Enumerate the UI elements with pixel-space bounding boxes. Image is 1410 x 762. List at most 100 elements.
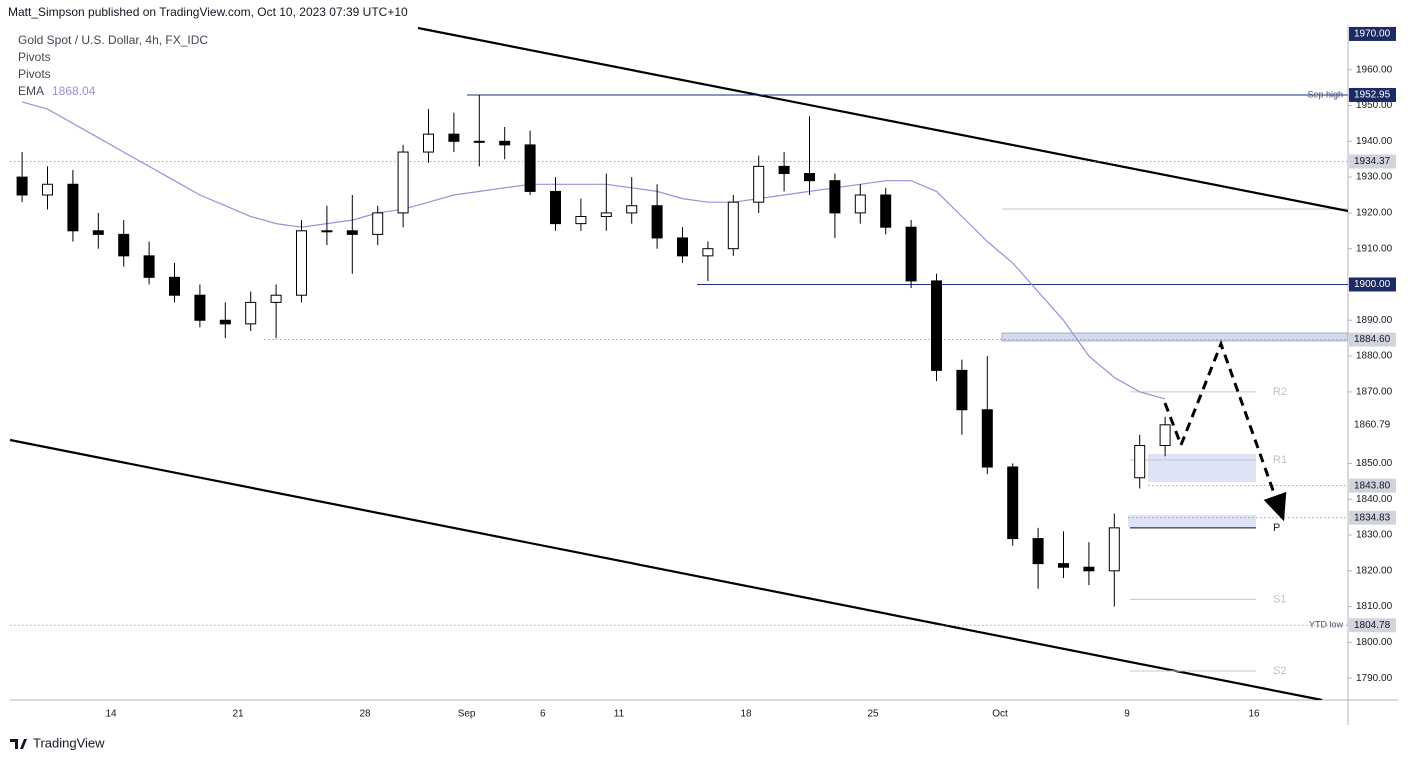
- candle-body: [321, 230, 333, 233]
- candle-body: [981, 409, 993, 468]
- candle-body: [499, 140, 511, 146]
- pivot-label: S1: [1273, 593, 1286, 605]
- candle-body: [143, 255, 155, 278]
- candle-body: [931, 280, 942, 371]
- candle-body: [1007, 466, 1019, 540]
- trendline: [417, 26, 1348, 213]
- price-label-box: [1349, 87, 1396, 102]
- y-tick-label: 1850.00: [1356, 458, 1393, 469]
- y-tick-label: 1930.00: [1356, 172, 1393, 183]
- x-tick-label: 16: [1248, 709, 1260, 720]
- candle-body: [1032, 538, 1044, 565]
- y-tick-label: 1830.00: [1356, 530, 1393, 541]
- candle-body: [423, 133, 434, 153]
- x-tick-label: 18: [740, 709, 752, 720]
- y-tick-label: 1960.00: [1356, 64, 1393, 75]
- legend-item: Pivots: [18, 67, 51, 81]
- header: Matt_Simpson published on TradingView.co…: [8, 5, 408, 19]
- plot-area: [9, 26, 1348, 700]
- candle-body: [804, 173, 815, 182]
- price-label-box: [1349, 618, 1396, 633]
- y-tick-label: 1800.00: [1356, 637, 1393, 648]
- y-tick-label: 1940.00: [1356, 136, 1393, 147]
- price-label: 1884.60: [1354, 334, 1391, 345]
- candle-body: [270, 294, 282, 303]
- pivot-zone: [1128, 515, 1256, 527]
- price-label-box: [1349, 510, 1396, 525]
- candle-body: [727, 201, 739, 250]
- trendline: [9, 438, 1323, 700]
- pivot-label: R2: [1273, 386, 1287, 398]
- candle-body: [92, 230, 104, 235]
- y-tick-label: 1820.00: [1356, 565, 1393, 576]
- x-tick-label: 6: [540, 709, 546, 720]
- y-tick-label: 1790.00: [1356, 673, 1393, 684]
- candle-body: [245, 301, 257, 325]
- candle-body: [1159, 424, 1171, 447]
- candle-body: [169, 276, 180, 296]
- footer: TradingView: [33, 735, 105, 750]
- price-label-box: [1349, 277, 1396, 292]
- y-tick-label: 1920.00: [1356, 208, 1393, 219]
- x-tick-label: Sep: [458, 709, 476, 720]
- legend-title: Gold Spot / U.S. Dollar, 4h, FX_IDC: [18, 33, 208, 47]
- x-tick-label: 28: [359, 709, 371, 720]
- x-tick-label: 9: [1124, 709, 1130, 720]
- legend-item: EMA: [18, 84, 44, 98]
- candle-body: [854, 194, 866, 214]
- projection-arrow: [1163, 339, 1287, 522]
- candle-body: [702, 248, 714, 257]
- y-tick-label: 1810.00: [1356, 601, 1393, 612]
- candle-body: [550, 190, 561, 225]
- price-label: 1970.00: [1354, 29, 1391, 40]
- pivot-label: P: [1273, 522, 1280, 534]
- y-tick-label: 1890.00: [1356, 315, 1393, 326]
- candle-body: [448, 133, 460, 142]
- x-tick-label: 14: [105, 709, 117, 720]
- y-tick-label: 1950.00: [1356, 100, 1393, 111]
- candle-body: [219, 319, 231, 325]
- x-tick-label: 11: [614, 709, 625, 720]
- price-label-box: [1349, 154, 1396, 169]
- candle-body: [626, 205, 638, 214]
- candle-body: [1108, 527, 1120, 572]
- candle-body: [1058, 563, 1069, 568]
- y-tick-label: 1870.00: [1356, 386, 1393, 397]
- legend-value: 1868.04: [52, 84, 96, 98]
- candle-body: [753, 165, 765, 203]
- price-label: 1843.80: [1354, 480, 1391, 491]
- price-label: 1834.83: [1354, 512, 1391, 523]
- pivot-label: R1: [1273, 454, 1287, 466]
- x-tick-label: Oct: [992, 709, 1008, 720]
- candle-body: [524, 144, 536, 192]
- price-label: 1952.95: [1354, 90, 1391, 101]
- candle-body: [473, 140, 485, 143]
- level-note: Sep high: [1307, 89, 1343, 99]
- x-tick-label: 25: [867, 709, 879, 720]
- candle-body: [372, 212, 384, 235]
- candle-body: [346, 230, 358, 235]
- price-label: 1804.78: [1354, 620, 1391, 631]
- y-tick-label: 1880.00: [1356, 351, 1393, 362]
- candle-body: [600, 212, 612, 217]
- x-tick-label: 21: [232, 709, 244, 720]
- candle-body: [651, 205, 663, 239]
- candle-body: [296, 230, 307, 296]
- price-label-box: [1349, 332, 1396, 347]
- candle-body: [905, 226, 917, 282]
- price-label: 1900.00: [1354, 279, 1391, 290]
- candle-body: [778, 165, 790, 175]
- price-label-box: [1349, 26, 1396, 41]
- candle-body: [42, 183, 53, 196]
- candle-body: [1134, 445, 1146, 479]
- price-label: 1860.79: [1354, 419, 1391, 430]
- pivot-label: S2: [1273, 665, 1286, 677]
- candle-body: [194, 294, 206, 321]
- candle-body: [880, 194, 892, 228]
- level-note: YTD low: [1309, 620, 1344, 630]
- candle-body: [956, 369, 968, 411]
- ema-line: [21, 101, 1166, 400]
- candle-body: [118, 233, 130, 257]
- candle-body: [677, 237, 688, 257]
- candle-body: [397, 151, 409, 214]
